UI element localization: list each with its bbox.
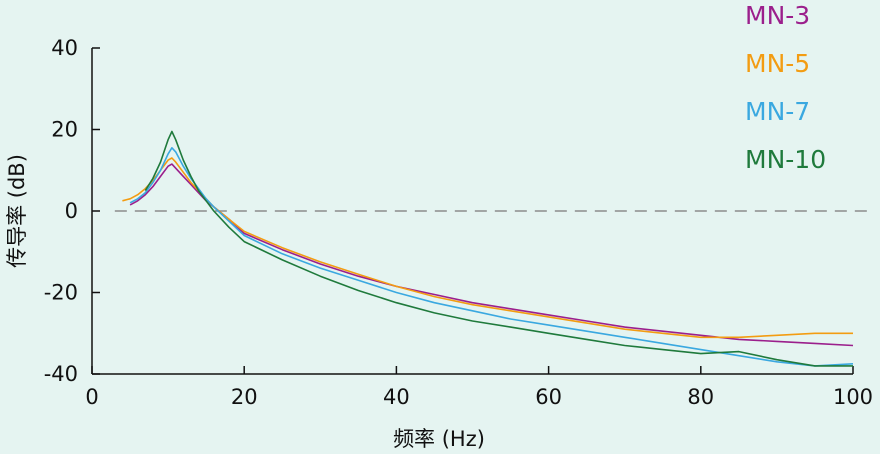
legend-entry-mn-5: MN-5	[745, 49, 810, 78]
series-lines	[122, 130, 854, 367]
x-tick-label: 80	[687, 385, 714, 409]
y-axis-title: 传导率 (dB)	[5, 154, 29, 268]
x-tick-label: 40	[383, 385, 410, 409]
y-tick-label: -20	[44, 281, 78, 305]
y-ticks: -40 -20 0 20 40	[44, 36, 100, 386]
legend: MN-3 MN-5 MN-7 MN-10	[745, 1, 826, 174]
y-tick-label: 20	[51, 118, 78, 142]
x-tick-label: 60	[535, 385, 562, 409]
y-tick-label: -40	[44, 362, 78, 386]
legend-entry-mn-10: MN-10	[745, 145, 826, 174]
x-tick-label: 20	[231, 385, 258, 409]
x-ticks: 0 20 40 60 80 100	[85, 366, 873, 409]
series-line-mn-3	[129, 163, 854, 347]
series-line-mn-7	[129, 147, 854, 367]
y-tick-label: 0	[65, 199, 78, 223]
y-tick-label: 40	[51, 36, 78, 60]
x-tick-label: 0	[85, 385, 98, 409]
legend-entry-mn-7: MN-7	[745, 97, 810, 126]
series-line-mn-5	[122, 157, 853, 339]
series-line-mn-10	[144, 130, 853, 367]
x-tick-label: 100	[833, 385, 873, 409]
legend-entry-mn-3: MN-3	[745, 1, 810, 30]
x-axis-title: 频率 (Hz)	[393, 427, 485, 451]
